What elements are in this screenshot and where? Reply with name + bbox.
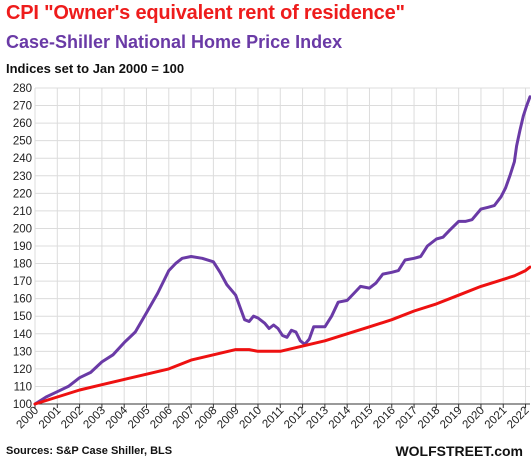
x-tick-label: 2003 <box>81 405 108 432</box>
y-tick-label: 120 <box>13 364 32 376</box>
x-tick-label: 2009 <box>215 405 242 432</box>
x-tick-label: 2018 <box>416 405 443 432</box>
chart-title-line2: Case-Shiller National Home Price Index <box>6 32 343 52</box>
x-tick-label: 2013 <box>304 405 331 432</box>
y-tick-label: 160 <box>13 294 32 306</box>
y-tick-label: 100 <box>13 399 32 411</box>
x-tick-label: 2010 <box>238 405 265 432</box>
y-tick-label: 150 <box>13 311 32 323</box>
x-axis-ticks: 2000200120022003200420052006200720082009… <box>15 404 531 431</box>
y-tick-label: 210 <box>13 206 32 218</box>
x-tick-label: 2017 <box>394 405 421 432</box>
y-tick-label: 250 <box>13 136 32 148</box>
y-axis-ticks: 100 110 120 130 140 150 160 170 180 190 200 210 220 2… <box>13 83 32 411</box>
x-tick-label: 2021 <box>483 405 510 432</box>
y-tick-label: 110 <box>14 381 32 393</box>
x-tick-label: 2011 <box>260 405 286 431</box>
y-tick-label: 170 <box>13 276 32 288</box>
x-tick-label: 2022 <box>505 405 531 432</box>
series-lines <box>33 95 531 406</box>
chart-subtitle: Indices set to Jan 2000 = 100 <box>6 61 185 76</box>
x-tick-label: 2008 <box>193 405 220 432</box>
y-tick-label: 200 <box>13 223 32 235</box>
x-tick-label: 2019 <box>438 405 465 432</box>
y-tick-label: 240 <box>13 153 32 165</box>
y-tick-label: 220 <box>13 188 32 200</box>
y-tick-label: 190 <box>13 241 32 253</box>
y-tick-label: 130 <box>13 346 32 358</box>
x-tick-label: 2016 <box>371 405 398 432</box>
x-tick-label: 2006 <box>148 405 175 432</box>
x-tick-label: 2020 <box>460 405 487 432</box>
y-tick-label: 260 <box>13 118 32 130</box>
y-tick-label: 140 <box>13 329 32 341</box>
y-tick-label: 230 <box>13 171 32 183</box>
y-tick-label: 280 <box>13 83 32 95</box>
x-tick-label: 2012 <box>282 405 309 432</box>
x-tick-label: 2002 <box>59 405 86 432</box>
series-line-1 <box>33 95 531 406</box>
series-line-2 <box>33 265 531 406</box>
x-tick-label: 2007 <box>171 405 198 432</box>
x-tick-label: 2005 <box>126 405 153 432</box>
brand-label: WOLFSTREET.com <box>395 443 523 459</box>
chart-title-line1: CPI "Owner's equivalent rent of residenc… <box>6 2 405 24</box>
x-tick-label: 2015 <box>349 405 376 432</box>
x-tick-label: 2004 <box>104 404 131 431</box>
y-tick-label: 270 <box>13 101 32 113</box>
y-tick-label: 180 <box>13 259 32 271</box>
x-tick-label: 2014 <box>327 404 354 431</box>
source-note: Sources: S&P Case Shiller, BLS <box>6 445 173 457</box>
x-tick-label: 2001 <box>37 405 64 432</box>
